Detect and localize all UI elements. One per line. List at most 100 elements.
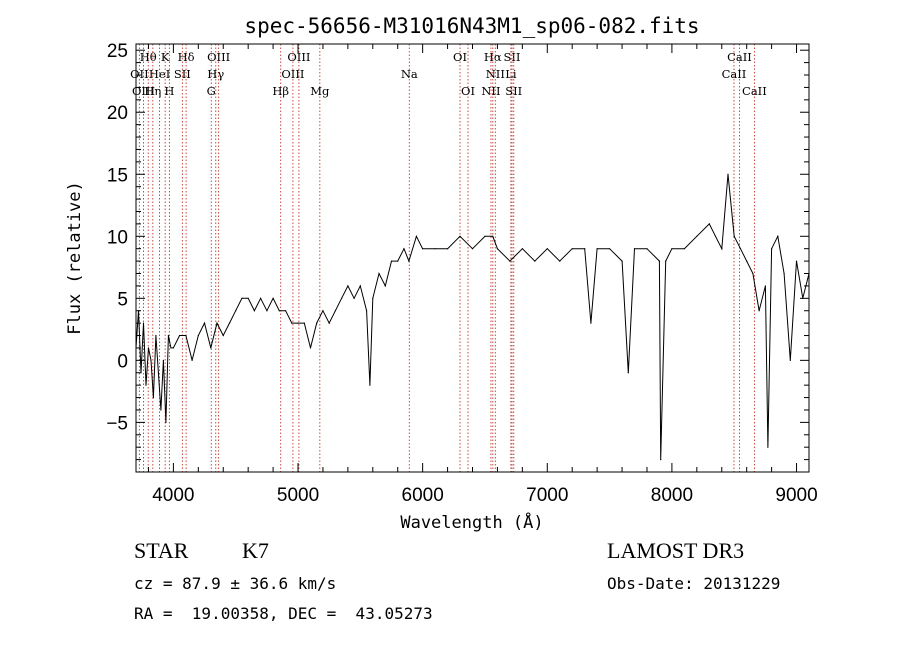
- spectral-line-label: K: [161, 50, 170, 64]
- spectrum-point: [384, 285, 386, 287]
- spectral-line-label: SII: [504, 50, 521, 64]
- spectrum-point: [359, 285, 361, 287]
- spectrum-point: [771, 248, 773, 250]
- spectrum-point: [303, 322, 305, 324]
- spectrum-point: [309, 347, 312, 349]
- spectrum-point: [142, 322, 145, 324]
- spectrum-point: [145, 384, 147, 386]
- spectrum-point: [459, 235, 461, 237]
- spectrum-point: [162, 359, 165, 361]
- spectrum-point: [365, 310, 368, 312]
- spectrum-point: [739, 248, 742, 250]
- spectrum-point: [646, 248, 648, 250]
- y-tick-label: 10: [107, 227, 128, 248]
- spectrum-point: [727, 173, 729, 175]
- spectrum-point: [278, 310, 280, 312]
- spectrum-point: [559, 260, 561, 262]
- spectrum-point: [253, 310, 255, 312]
- spectrum-point: [633, 248, 636, 250]
- spectrum-point: [210, 347, 212, 349]
- spectrum-point: [721, 248, 723, 250]
- spectrum-point: [434, 248, 436, 250]
- spectrum-point: [390, 260, 393, 262]
- spectrum-point: [665, 260, 667, 262]
- spectrum-point: [167, 334, 170, 337]
- spectrum-point: [191, 359, 193, 361]
- spectrum-point: [496, 248, 499, 250]
- spectrum-point: [334, 310, 337, 312]
- spectrum-point: [179, 334, 181, 337]
- spectrum-point: [422, 248, 424, 250]
- spectral-line-label: CaII: [727, 50, 752, 64]
- spectrum-point: [446, 248, 449, 250]
- survey-label: LAMOST DR3: [607, 538, 745, 563]
- subclass-label: K7: [242, 538, 269, 563]
- spectrum-point: [160, 409, 162, 411]
- x-tick-label: 6000: [402, 485, 444, 506]
- spectrum-point: [369, 384, 371, 386]
- spectrum-point: [795, 260, 798, 262]
- spectral-line-label: OI: [461, 84, 475, 98]
- spectrum-point: [247, 297, 249, 299]
- spectral-line-label: Hδ: [178, 50, 195, 64]
- spectral-line-label: Mg: [310, 84, 330, 98]
- spectrum-point: [353, 297, 355, 299]
- spectrum-point: [203, 322, 206, 324]
- spectral-line-label: OIII: [207, 50, 230, 64]
- spectrum-point: [534, 260, 536, 262]
- spectrum-point: [328, 322, 330, 324]
- spectrum-point: [347, 285, 349, 287]
- spectrum-point: [767, 446, 769, 448]
- spectrum-point: [590, 322, 592, 324]
- spectral-line-label: CaII: [742, 84, 767, 98]
- spectrum-point: [291, 322, 293, 324]
- spectral-line-label: Hη: [144, 84, 161, 98]
- spectrum-point: [696, 235, 698, 237]
- spectrum-point: [155, 334, 157, 337]
- spectral-line-label: Na: [401, 67, 418, 81]
- spectrum-point: [408, 260, 410, 262]
- y-tick-label: −5: [106, 413, 128, 434]
- y-tick-label: 0: [117, 351, 128, 372]
- spectral-line-label: G: [207, 84, 216, 98]
- spectrum-point: [492, 235, 494, 237]
- spectral-line-label: NII: [481, 84, 500, 98]
- radec-text: RA = 19.00358, DEC = 43.05273: [134, 604, 433, 623]
- spectrum-point: [372, 297, 374, 299]
- x-tick-label: 7000: [526, 485, 568, 506]
- spectrum-point: [509, 260, 511, 262]
- y-tick-label: 25: [107, 41, 128, 62]
- spectral-line-label: H: [164, 84, 174, 98]
- spectrum-point: [322, 310, 324, 312]
- spectrum-point: [764, 285, 766, 287]
- spectral-line-label: OII: [130, 67, 149, 81]
- spectrum-point: [172, 347, 174, 349]
- spectrum-point: [397, 260, 399, 262]
- spectrum-point: [521, 248, 523, 250]
- spectrum-point: [241, 297, 243, 299]
- spectrum-point: [297, 322, 299, 324]
- x-tick-label: 5000: [277, 485, 319, 506]
- spectrum-point: [752, 272, 754, 275]
- spectrum-point: [284, 310, 287, 312]
- spectral-line-label: HeI: [149, 67, 170, 81]
- spectrum-point: [403, 248, 405, 250]
- spectrum-point: [571, 248, 573, 250]
- spectrum-point: [660, 458, 662, 461]
- spectral-line-label: Hθ: [140, 50, 157, 64]
- spectral-line-label: OI: [453, 50, 467, 64]
- spectrum-point: [627, 372, 629, 374]
- spectrum-point: [216, 322, 218, 324]
- y-tick-label: 15: [107, 165, 128, 186]
- y-tick-label: 5: [117, 289, 128, 310]
- spectrum-series: [135, 173, 810, 461]
- spectral-line-label: Hα: [484, 50, 502, 64]
- spectral-line-label: CaII: [722, 67, 747, 81]
- x-tick-label: 9000: [775, 485, 817, 506]
- spectrum-point: [228, 322, 231, 324]
- x-tick-label: 8000: [651, 485, 693, 506]
- y-axis-label: Flux (relative): [65, 181, 85, 335]
- spectrum-point: [341, 297, 343, 299]
